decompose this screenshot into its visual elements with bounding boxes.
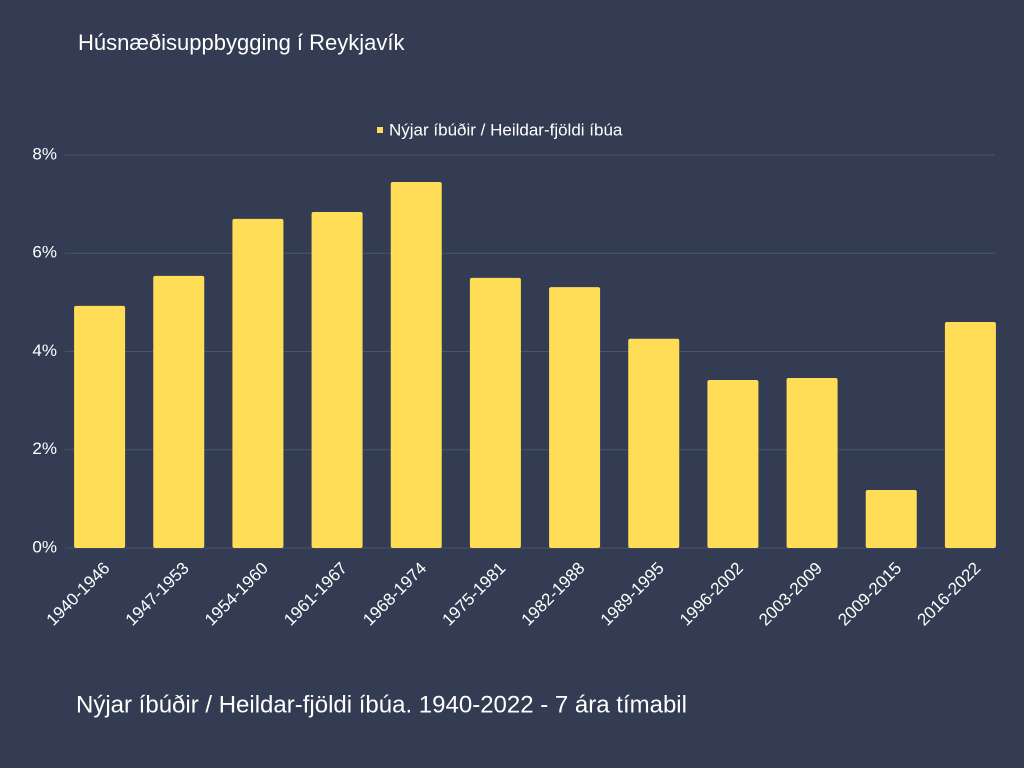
bar (74, 305, 126, 548)
bar (865, 490, 917, 548)
legend-swatch (377, 127, 383, 133)
bar (153, 275, 205, 548)
y-tick-label: 8% (32, 144, 57, 163)
bar (469, 277, 521, 548)
chart-title: Húsnæðisuppbygging í Reykjavík (78, 30, 406, 55)
bar (944, 322, 996, 548)
y-tick-label: 2% (32, 439, 57, 458)
bar (628, 338, 680, 548)
y-tick-label: 4% (32, 341, 57, 360)
bar (549, 287, 601, 548)
legend-label: Nýjar íbúðir / Heildar-fjöldi íbúa (389, 120, 623, 139)
y-tick-label: 6% (32, 243, 57, 262)
bar (707, 379, 759, 548)
bar (390, 182, 442, 549)
bar (311, 211, 363, 549)
bar (786, 378, 838, 548)
bar (232, 218, 284, 549)
chart-caption: Nýjar íbúðir / Heildar-fjöldi íbúa. 1940… (76, 691, 687, 718)
y-tick-label: 0% (32, 537, 57, 556)
